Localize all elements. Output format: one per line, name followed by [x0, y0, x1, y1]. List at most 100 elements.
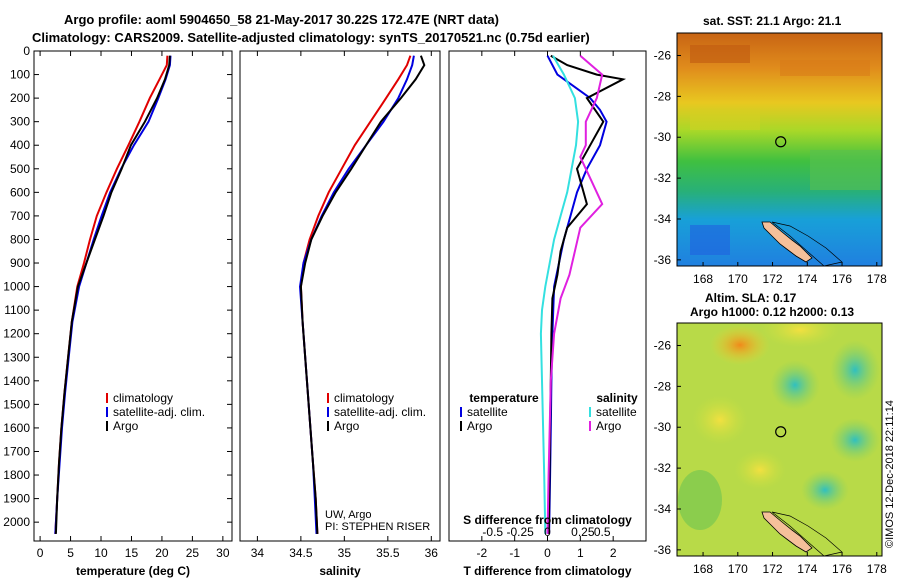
y-tick-label: 1200	[3, 327, 30, 341]
figure-title-line1: Argo profile: aoml 5904650_58 21-May-201…	[64, 12, 499, 27]
series-line-argo	[299, 55, 426, 534]
sla-map-title2: Argo h1000: 0.12 h2000: 0.13	[690, 305, 854, 319]
x2-tick-label: -0.5	[482, 525, 503, 539]
map-x-tick-label: 176	[832, 272, 852, 286]
map-x-tick-label: 178	[867, 272, 887, 286]
legend-label: Argo	[467, 419, 493, 433]
y-tick-label: 100	[10, 68, 30, 82]
map-x-tick-label: 172	[763, 562, 783, 576]
y-tick-label: 800	[10, 232, 30, 246]
y-tick-label: 1800	[3, 468, 30, 482]
map-y-tick-label: -36	[654, 543, 672, 557]
y-tick-label: 1600	[3, 421, 30, 435]
map-y-tick-label: -28	[654, 89, 672, 103]
legend-label: satellite	[596, 405, 637, 419]
y-tick-label: 400	[10, 138, 30, 152]
map-y-tick-label: -34	[654, 212, 672, 226]
x-tick-label: 2	[610, 546, 617, 560]
y-tick-label: 700	[10, 209, 30, 223]
sst-map	[677, 33, 882, 266]
legend-label: climatology	[334, 391, 394, 405]
sla-map-axes: 168 170 172 174 176 178 -26 -28 -30 -32 -34 -36	[654, 338, 887, 576]
figure-title-line2: Climatology: CARS2009. Satellite-adjuste…	[32, 30, 590, 45]
salinity-panel: 34 34.5 35 35.5 36 salinity climatologysatelli…	[239, 50, 441, 578]
x2-tick-label: 0.25	[571, 525, 595, 539]
sla-map-frame	[676, 322, 883, 557]
map-x-tick-label: 168	[693, 272, 713, 286]
salinity-series-group	[298, 55, 426, 534]
temperature-frame	[33, 50, 233, 542]
new-zealand-land	[761, 221, 813, 263]
y-tick-label: 0	[23, 44, 30, 58]
temperature-panel: 0100200300400500600700800900100011001200…	[3, 44, 233, 578]
y-tick-label: 1500	[3, 397, 30, 411]
sla-high-anomaly	[734, 450, 786, 490]
x-tick-label: 15	[125, 546, 139, 560]
sla-map-title1: Altim. SLA: 0.17	[705, 291, 797, 305]
y-tick-label: 1400	[3, 374, 30, 388]
difference-series-group	[539, 54, 627, 534]
y-tick-label: 1900	[3, 492, 30, 506]
sla-high-anomaly	[760, 323, 840, 348]
series-line-argo	[54, 55, 171, 534]
x-tick-label: 0	[37, 546, 44, 560]
y-tick-label: 300	[10, 115, 30, 129]
legend-label: satellite-adj. clim.	[113, 405, 205, 419]
map-x-tick-label: 178	[867, 562, 887, 576]
x2-tick-label: 0.5	[594, 525, 611, 539]
legend-label: Argo	[596, 419, 622, 433]
credit-line2: PI: STEPHEN RISER	[325, 521, 430, 533]
legend-label: satellite-adj. clim.	[334, 405, 426, 419]
sla-low-anomaly	[830, 340, 880, 400]
legend-label: climatology	[113, 391, 173, 405]
x-tick-label: 36	[425, 546, 439, 560]
x-tick-label: 10	[94, 546, 108, 560]
map-y-tick-label: -26	[654, 48, 672, 62]
sla-low-anomaly	[801, 470, 849, 510]
map-y-tick-label: -34	[654, 502, 672, 516]
sst-yellow-patch	[690, 110, 760, 130]
series-line-climatology	[54, 55, 169, 534]
x2-tick-label: 0	[544, 525, 551, 539]
sst-map-frame	[676, 32, 883, 267]
map-x-tick-label: 168	[693, 562, 713, 576]
difference-frame	[448, 50, 647, 542]
x-axis-label: T difference from climatology	[463, 564, 631, 578]
sst-green-patch	[810, 150, 880, 190]
legend-title: salinity	[596, 391, 638, 405]
x2-axis-label: S difference from climatology	[463, 513, 632, 527]
argo-float-marker	[775, 136, 787, 148]
x-tick-label: 5	[67, 546, 74, 560]
sst-warm-patch	[780, 60, 870, 76]
map-y-tick-label: -26	[654, 338, 672, 352]
temperature-series-group	[54, 55, 172, 534]
legend-title: temperature	[469, 391, 539, 405]
difference-panel: -2 -1 0 1 2 T difference from climatology -0.5…	[448, 50, 647, 578]
sst-warm-patch	[690, 45, 750, 63]
map-y-tick-label: -30	[654, 420, 672, 434]
sla-low-anomaly	[770, 360, 820, 410]
map-x-tick-label: 174	[797, 562, 817, 576]
map-x-tick-label: 176	[832, 562, 852, 576]
x-tick-label: 34	[251, 546, 265, 560]
y-tick-label: 1700	[3, 444, 30, 458]
x-tick-label: 20	[155, 546, 169, 560]
legend-label: Argo	[334, 419, 360, 433]
map-y-tick-label: -30	[654, 130, 672, 144]
y-tick-label: 1100	[4, 303, 30, 317]
y-tick-label: 900	[10, 256, 30, 270]
sla-high-anomaly	[692, 395, 748, 445]
x-tick-label: 0	[544, 546, 551, 560]
y-tick-label: 1300	[3, 350, 30, 364]
sla-map	[677, 323, 882, 556]
sla-mid-anomaly	[678, 470, 722, 530]
x-axis-label: salinity	[319, 564, 361, 578]
x-tick-label: 34.5	[289, 546, 313, 560]
sst-map-axes: 168 170 172 174 176 178 -26 -28 -30 -32 -34 -36	[654, 48, 887, 286]
series-line-satellite-adj-clim-	[54, 55, 172, 534]
map-y-tick-label: -32	[654, 461, 672, 475]
map-x-tick-label: 170	[728, 272, 748, 286]
sst-cold-patch	[690, 225, 730, 255]
x2-tick-label: -0.25	[506, 525, 534, 539]
